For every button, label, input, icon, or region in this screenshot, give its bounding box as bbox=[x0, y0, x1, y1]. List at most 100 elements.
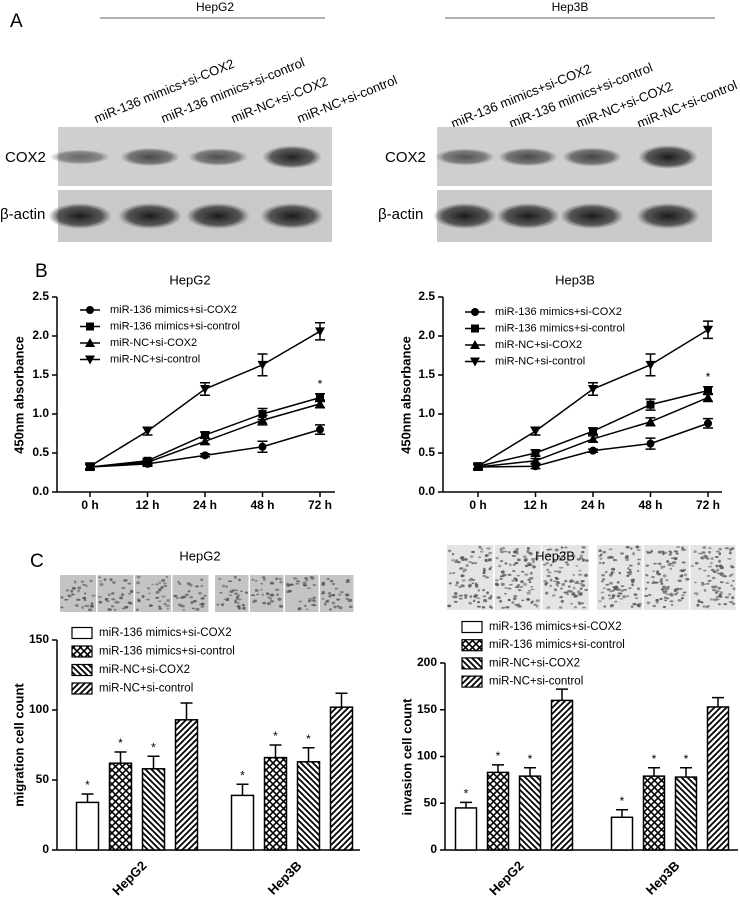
cell bbox=[668, 553, 672, 556]
cell bbox=[605, 583, 610, 586]
cell bbox=[474, 582, 478, 586]
error-bar bbox=[302, 747, 315, 762]
cell bbox=[606, 588, 611, 591]
cell bbox=[690, 565, 695, 567]
cell bbox=[697, 599, 701, 602]
legend-swatch bbox=[71, 645, 93, 658]
cell bbox=[127, 582, 132, 585]
cell bbox=[509, 563, 512, 567]
cell bbox=[302, 581, 307, 585]
cell bbox=[338, 606, 343, 610]
cell bbox=[487, 558, 492, 562]
cell bbox=[630, 578, 635, 582]
marker bbox=[258, 410, 267, 418]
cell bbox=[566, 563, 570, 566]
cell bbox=[463, 594, 468, 597]
error-bar bbox=[269, 744, 282, 758]
cell bbox=[694, 581, 697, 584]
panel-label: B bbox=[35, 261, 48, 282]
cell bbox=[571, 592, 576, 595]
cell bbox=[652, 570, 656, 573]
cell bbox=[728, 551, 732, 555]
cell bbox=[571, 554, 576, 558]
x-tick-label: Hep3B bbox=[643, 858, 683, 898]
bar bbox=[706, 706, 730, 851]
cell bbox=[223, 598, 227, 601]
cell bbox=[713, 570, 718, 573]
cell bbox=[158, 600, 162, 603]
cell bbox=[501, 547, 505, 550]
cell bbox=[702, 583, 707, 586]
cell bbox=[64, 598, 69, 601]
band bbox=[120, 147, 180, 167]
bar bbox=[230, 794, 255, 851]
cell bbox=[718, 564, 723, 568]
cell bbox=[625, 557, 630, 562]
cell bbox=[634, 597, 639, 600]
cell bbox=[345, 580, 350, 584]
marker bbox=[200, 436, 210, 446]
cell bbox=[513, 597, 517, 601]
cell bbox=[633, 593, 638, 596]
y-tick-label: 2.0 bbox=[32, 328, 49, 342]
cell bbox=[179, 596, 184, 599]
cell bbox=[616, 581, 620, 584]
cell bbox=[460, 556, 465, 559]
legend-label: miR-NC+si-control bbox=[110, 353, 200, 365]
cell bbox=[70, 589, 74, 593]
cell bbox=[450, 559, 456, 562]
cell bbox=[496, 596, 501, 599]
cell bbox=[623, 589, 628, 591]
micrograph bbox=[135, 575, 171, 612]
cell bbox=[718, 559, 721, 563]
cell bbox=[707, 579, 712, 582]
cell bbox=[177, 603, 182, 607]
cell bbox=[669, 594, 674, 597]
x-tick-label: 12 h bbox=[135, 498, 159, 512]
cell bbox=[260, 582, 264, 585]
cell bbox=[715, 564, 719, 568]
cell bbox=[572, 574, 576, 576]
legend-label: miR-136 mimics+si-COX2 bbox=[489, 621, 622, 633]
cell bbox=[287, 589, 293, 593]
cell bbox=[87, 608, 93, 612]
cell bbox=[89, 580, 93, 582]
cell bbox=[712, 588, 717, 592]
cell bbox=[719, 591, 723, 595]
cell bbox=[128, 592, 131, 595]
bar bbox=[550, 699, 574, 851]
cell bbox=[719, 581, 724, 584]
cell bbox=[545, 562, 549, 565]
significance-mark: * bbox=[652, 752, 657, 766]
cell bbox=[111, 598, 116, 601]
cell bbox=[516, 584, 521, 587]
error-bar bbox=[114, 751, 127, 764]
marker bbox=[646, 400, 655, 409]
cell bbox=[60, 606, 64, 609]
cell bbox=[666, 597, 670, 600]
error-bar bbox=[335, 692, 348, 708]
y-tick-label: 100 bbox=[29, 702, 49, 716]
cell bbox=[635, 545, 640, 549]
cell bbox=[459, 566, 464, 570]
cell bbox=[348, 598, 353, 602]
cell bbox=[707, 565, 713, 568]
legend-label: miR-NC+si-COX2 bbox=[495, 339, 582, 351]
cell bbox=[452, 572, 456, 574]
cell bbox=[504, 550, 508, 553]
cell bbox=[574, 581, 579, 584]
cell bbox=[104, 598, 108, 601]
cell bbox=[619, 597, 624, 600]
cell bbox=[608, 597, 613, 600]
y-tick-label: 1.0 bbox=[32, 406, 49, 420]
cell bbox=[276, 593, 279, 596]
cell bbox=[671, 564, 675, 567]
cell bbox=[672, 561, 677, 564]
cell bbox=[558, 606, 563, 609]
cell bbox=[662, 574, 667, 578]
cell bbox=[620, 552, 624, 555]
cell bbox=[499, 548, 503, 551]
cell bbox=[165, 575, 169, 579]
cell bbox=[660, 565, 664, 569]
cell bbox=[183, 595, 187, 599]
